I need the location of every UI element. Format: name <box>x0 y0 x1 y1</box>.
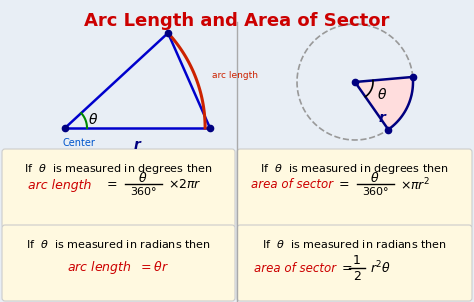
Text: =: = <box>338 262 353 275</box>
Text: arc length  $= \theta r$: arc length $= \theta r$ <box>67 259 169 277</box>
Text: 1: 1 <box>353 255 361 268</box>
Text: θ: θ <box>89 113 97 127</box>
Text: $\theta$: $\theta$ <box>138 171 148 185</box>
Text: area of sector: area of sector <box>251 178 333 191</box>
Text: $\times 2\pi r$: $\times 2\pi r$ <box>168 178 202 191</box>
Text: =: = <box>335 178 350 191</box>
Text: $\times \pi r^2$: $\times \pi r^2$ <box>400 177 430 193</box>
Text: If  $\theta$  is measured in degrees then: If $\theta$ is measured in degrees then <box>260 162 448 176</box>
Text: arc length: arc length <box>212 71 258 80</box>
Polygon shape <box>355 77 413 130</box>
Text: area of sector: area of sector <box>254 262 336 275</box>
Text: =: = <box>103 178 118 191</box>
Text: Center: Center <box>63 138 96 148</box>
Text: arc length: arc length <box>28 178 91 191</box>
Text: $r^2\theta$: $r^2\theta$ <box>370 260 391 276</box>
Text: 360°: 360° <box>130 187 156 197</box>
Text: θ: θ <box>378 88 386 102</box>
Text: If  $\theta$  is measured in radians then: If $\theta$ is measured in radians then <box>262 238 447 250</box>
Text: r: r <box>378 111 385 125</box>
FancyBboxPatch shape <box>237 225 472 301</box>
Text: If  $\theta$  is measured in degrees then: If $\theta$ is measured in degrees then <box>24 162 212 176</box>
Text: 2: 2 <box>353 269 361 282</box>
Text: Arc Length and Area of Sector: Arc Length and Area of Sector <box>84 12 390 30</box>
Text: If  $\theta$  is measured in radians then: If $\theta$ is measured in radians then <box>26 238 210 250</box>
FancyBboxPatch shape <box>2 225 235 301</box>
FancyBboxPatch shape <box>237 149 472 228</box>
Text: 360°: 360° <box>362 187 388 197</box>
Text: $\theta$: $\theta$ <box>370 171 380 185</box>
Text: r: r <box>134 138 141 152</box>
FancyBboxPatch shape <box>2 149 235 228</box>
